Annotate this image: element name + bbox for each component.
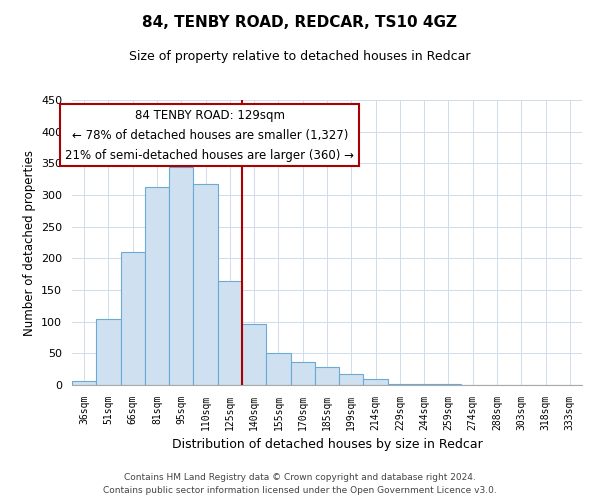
Text: Contains HM Land Registry data © Crown copyright and database right 2024.
Contai: Contains HM Land Registry data © Crown c…: [103, 474, 497, 495]
Text: 84, TENBY ROAD, REDCAR, TS10 4GZ: 84, TENBY ROAD, REDCAR, TS10 4GZ: [143, 15, 458, 30]
Bar: [388, 384, 412, 385]
Bar: [169, 167, 193, 385]
Text: 84 TENBY ROAD: 129sqm
← 78% of detached houses are smaller (1,327)
21% of semi-d: 84 TENBY ROAD: 129sqm ← 78% of detached …: [65, 108, 354, 162]
Bar: [266, 354, 290, 385]
Bar: [242, 324, 266, 385]
X-axis label: Distribution of detached houses by size in Redcar: Distribution of detached houses by size …: [172, 438, 482, 452]
Bar: [315, 366, 339, 385]
Bar: [218, 280, 242, 385]
Bar: [193, 184, 218, 385]
Bar: [145, 187, 169, 385]
Bar: [436, 384, 461, 385]
Y-axis label: Number of detached properties: Number of detached properties: [23, 150, 35, 336]
Bar: [339, 374, 364, 385]
Bar: [121, 252, 145, 385]
Bar: [96, 318, 121, 385]
Text: Size of property relative to detached houses in Redcar: Size of property relative to detached ho…: [129, 50, 471, 63]
Bar: [412, 384, 436, 385]
Bar: [290, 362, 315, 385]
Bar: [364, 380, 388, 385]
Bar: [72, 380, 96, 385]
